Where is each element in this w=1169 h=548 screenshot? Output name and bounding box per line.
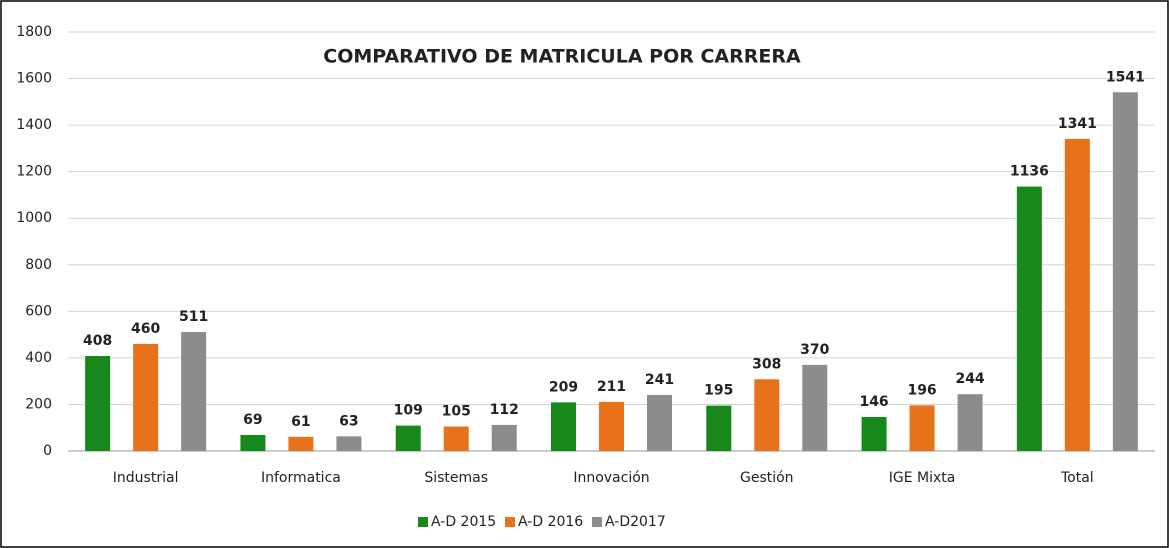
y-tick-label: 200: [25, 396, 52, 412]
y-tick-label: 1200: [16, 164, 52, 180]
bar: [181, 332, 207, 451]
data-label: 1136: [1010, 164, 1049, 180]
data-label: 105: [442, 404, 471, 420]
x-tick-label: Informatica: [261, 470, 341, 486]
y-tick-label: 1400: [16, 117, 52, 133]
legend-label: A-D2017: [605, 514, 666, 530]
data-label: 308: [752, 356, 781, 372]
y-tick-label: 600: [25, 303, 52, 319]
y-tick-label: 1600: [16, 71, 52, 87]
x-tick-label: Sistemas: [424, 470, 488, 486]
data-label: 370: [800, 342, 829, 358]
data-label: 196: [907, 382, 936, 398]
y-tick-label: 1000: [16, 210, 52, 226]
x-tick-label: Gestión: [740, 470, 794, 486]
bar: [647, 394, 672, 451]
y-tick-label: 400: [25, 350, 52, 366]
bar: [1064, 138, 1090, 451]
y-tick-label: 800: [25, 257, 52, 273]
bar: [551, 402, 576, 451]
legend-swatch: [505, 517, 515, 527]
bar: [443, 426, 469, 451]
data-label: 244: [955, 371, 984, 387]
data-label: 146: [859, 394, 888, 410]
bar: [491, 424, 517, 451]
data-label: 511: [179, 309, 208, 325]
bar: [909, 405, 935, 451]
data-label: 112: [490, 402, 519, 418]
bar: [754, 379, 780, 451]
data-label: 109: [394, 403, 423, 419]
legend-label: A-D 2015: [431, 514, 496, 530]
bar: [133, 343, 159, 451]
data-label: 211: [597, 379, 626, 395]
x-tick-label: Innovación: [573, 470, 649, 486]
data-label: 69: [243, 412, 262, 428]
x-tick-label: Total: [1060, 470, 1094, 486]
legend-label: A-D 2016: [518, 514, 583, 530]
data-label: 1541: [1106, 69, 1145, 85]
bar: [861, 417, 887, 451]
bar: [85, 356, 111, 451]
data-label: 1341: [1058, 116, 1097, 132]
bar: [288, 436, 314, 451]
y-tick-label: 0: [43, 443, 52, 459]
bar: [1016, 186, 1042, 451]
bar: [957, 394, 983, 451]
bar: [706, 405, 732, 451]
y-tick-label: 1800: [16, 24, 52, 40]
data-label: 460: [131, 321, 160, 337]
data-label: 241: [645, 372, 674, 388]
x-tick-label: IGE Mixta: [889, 470, 956, 486]
data-label: 195: [704, 383, 733, 399]
bar: [240, 434, 266, 451]
bar: [395, 425, 421, 451]
bar: [802, 364, 828, 451]
x-tick-label: Industrial: [113, 470, 179, 486]
data-label: 61: [291, 414, 310, 430]
data-label: 408: [83, 333, 112, 349]
legend-swatch: [418, 517, 428, 527]
data-label: 63: [339, 413, 358, 429]
chart-title: COMPARATIVO DE MATRICULA POR CARRERA: [323, 46, 801, 68]
bar: [599, 401, 624, 451]
bar: [1112, 92, 1138, 452]
legend-swatch: [592, 517, 602, 527]
data-label: 209: [549, 379, 578, 395]
bar: [336, 436, 362, 451]
